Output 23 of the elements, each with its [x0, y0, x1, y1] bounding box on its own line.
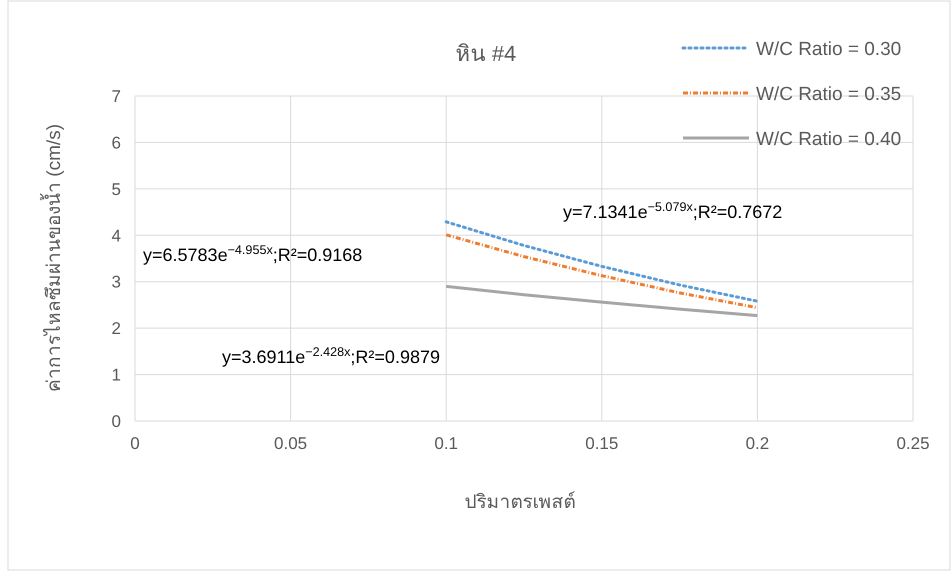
x-tick-label: 0: [130, 434, 140, 453]
x-tick-label: 0.05: [274, 434, 308, 453]
x-tick-label: 0.15: [585, 434, 618, 453]
legend-label: W/C Ratio = 0.40: [756, 129, 902, 150]
y-tick-label: 5: [112, 180, 121, 199]
x-axis-title: ปริมาตรเพสต์: [464, 491, 576, 513]
legend-label: W/C Ratio = 0.35: [756, 84, 902, 105]
legend-label: W/C Ratio = 0.30: [756, 39, 902, 60]
y-tick-label: 0: [112, 412, 121, 431]
annotation: y=7.1341e$^{−5.079x}$;R²=0.7672: [563, 200, 782, 222]
y-tick-label: 6: [112, 133, 121, 152]
y-tick-label: 1: [112, 366, 121, 385]
annotation: y=3.6911e$^{−2.428x}$;R²=0.9879: [222, 345, 440, 367]
y-tick-label: 2: [112, 319, 121, 338]
y-tick-label: 4: [112, 226, 121, 246]
x-tick-label: 0.1: [434, 434, 458, 453]
x-tick-label: 0.2: [746, 434, 770, 453]
y-tick-label: 3: [112, 272, 121, 292]
chart-title: หิน #4: [456, 41, 516, 66]
y-tick-label: 7: [112, 87, 121, 106]
x-tick-label: 0.25: [896, 434, 930, 453]
annotation: y=6.5783e$^{−4.955x}$;R²=0.9168: [143, 243, 362, 265]
y-axis-title: ค่าการไหลซึมผ่านของน้ำ (cm/s): [40, 124, 65, 392]
